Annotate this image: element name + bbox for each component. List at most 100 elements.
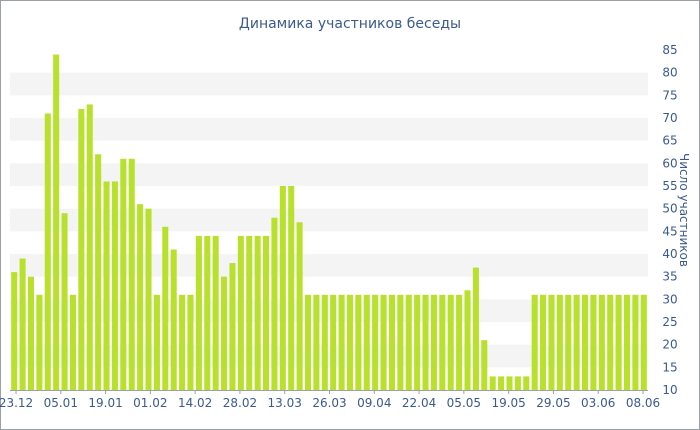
bar (187, 294, 194, 390)
bar (582, 294, 589, 390)
bar (263, 235, 270, 390)
bar (447, 294, 454, 390)
bar (498, 376, 505, 390)
bar (27, 276, 34, 390)
bar (237, 235, 244, 390)
y-tick-label: 50 (662, 202, 677, 216)
grid-band (10, 163, 648, 186)
x-axis-ticks: 23.12 05.01 19.01 01.02 14.02 28.02 13.03 26.03… (0, 390, 660, 410)
bar (590, 294, 597, 390)
bar (19, 258, 26, 390)
bar (380, 294, 387, 390)
x-tick-label: 09.04 (357, 396, 391, 410)
bar (44, 113, 51, 390)
grid-bands (10, 72, 648, 368)
y-axis-label: Число участников (677, 153, 691, 267)
bar (128, 158, 135, 390)
y-tick-label: 15 (662, 360, 677, 374)
bar (313, 294, 320, 390)
bar (405, 294, 412, 390)
bar (623, 294, 631, 390)
bar (548, 294, 555, 390)
bar (145, 208, 152, 390)
bar (456, 294, 463, 390)
bar (111, 181, 118, 390)
bar (321, 294, 328, 390)
x-tick-label: 19.05 (491, 396, 525, 410)
bar (422, 294, 429, 390)
x-tick-label: 22.04 (402, 396, 436, 410)
bar (346, 294, 353, 390)
bar (86, 104, 93, 391)
grid-band (10, 72, 648, 96)
bar (489, 376, 496, 390)
bar (573, 294, 580, 390)
bar (229, 263, 236, 390)
x-tick-label: 01.02 (133, 396, 167, 410)
x-tick-label: 23.12 (0, 396, 33, 410)
bar (53, 54, 60, 390)
bar (372, 294, 379, 390)
y-axis-ticks: 10 15 20 25 30 35 40 45 50 55 60 65 70 75 80 85 (662, 43, 677, 397)
bar (481, 340, 488, 390)
x-tick-label: 28.02 (223, 396, 257, 410)
bar (430, 294, 437, 390)
bar (221, 276, 228, 390)
bar (556, 294, 563, 390)
bar (271, 217, 278, 390)
bar (506, 376, 513, 390)
x-tick-label: 13.03 (268, 396, 302, 410)
bar (338, 294, 345, 390)
bar (363, 294, 370, 390)
bars-group (11, 54, 647, 391)
grid-band (10, 208, 648, 232)
grid-band (10, 118, 648, 141)
bar (414, 294, 421, 390)
bar (153, 294, 160, 390)
bar (204, 235, 211, 390)
bar (162, 226, 169, 390)
bar (296, 222, 303, 390)
x-tick-label: 03.06 (581, 396, 615, 410)
grid-band (10, 254, 648, 277)
y-tick-label: 30 (662, 292, 677, 306)
bar (514, 376, 521, 390)
y-tick-label: 45 (662, 224, 677, 238)
y-tick-label: 25 (662, 315, 677, 329)
bar (61, 213, 68, 390)
bar (95, 154, 102, 390)
bar (615, 294, 622, 390)
bar (195, 235, 202, 390)
bar (279, 186, 286, 390)
bar (565, 294, 572, 390)
bar (254, 235, 261, 390)
bar (640, 294, 647, 390)
y-tick-label: 65 (662, 134, 677, 148)
y-tick-label: 35 (662, 270, 677, 284)
y-tick-label: 10 (662, 383, 677, 397)
bar (246, 235, 253, 390)
y-tick-label: 75 (662, 88, 677, 102)
bar (120, 158, 127, 390)
grid-band (10, 299, 648, 322)
bar (598, 294, 605, 390)
bar (170, 249, 177, 390)
y-tick-label: 80 (662, 66, 677, 80)
y-tick-label: 40 (662, 247, 677, 261)
x-tick-label: 14.02 (178, 396, 212, 410)
bar (388, 294, 395, 390)
x-tick-label: 05.01 (44, 396, 78, 410)
bar (304, 294, 312, 390)
x-tick-label: 19.01 (88, 396, 122, 410)
bar (103, 181, 110, 390)
chart-title: Динамика участников беседы (239, 16, 461, 32)
y-tick-label: 20 (662, 338, 677, 352)
bar (472, 267, 479, 390)
grid-band (10, 344, 648, 368)
bar (632, 294, 639, 390)
bar (355, 294, 362, 390)
bar (397, 294, 404, 390)
bar (330, 294, 337, 390)
y-tick-label: 85 (662, 43, 677, 57)
